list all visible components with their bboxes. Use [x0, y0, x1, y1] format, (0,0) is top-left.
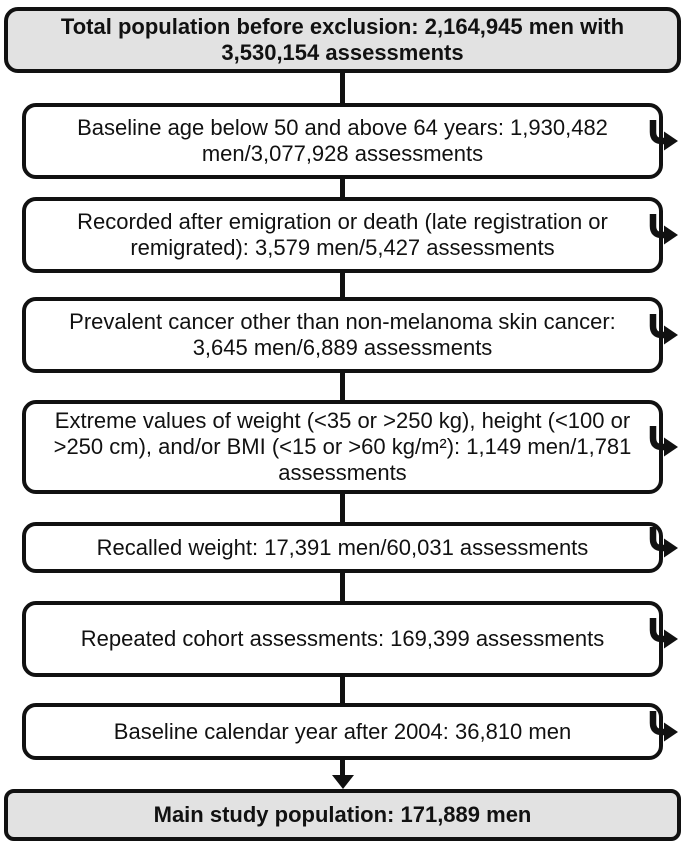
- exclusion-right-arrow-icon: [649, 526, 678, 557]
- exclusion-right-arrow-icon: [649, 314, 678, 345]
- exclusion-text: Recalled weight: 17,391 men/60,031 asses…: [96, 534, 589, 560]
- exclusion-text: Baseline calendar year after 2004: 36,81…: [113, 718, 572, 744]
- exclusion-right-arrow-icon: [649, 120, 678, 151]
- main-study-population-box: Main study population: 171,889 men: [4, 789, 681, 841]
- connector-line: [340, 273, 345, 297]
- exclusion-box-age: Baseline age below 50 and above 64 years…: [22, 103, 678, 179]
- exclusion-text: Recorded after emigration or death (late…: [77, 209, 608, 260]
- exclusion-box-calendar-year: Baseline calendar year after 2004: 36,81…: [22, 703, 678, 760]
- down-arrow-icon: [331, 760, 354, 789]
- exclusion-box-prevalent-cancer: Prevalent cancer other than non-melanoma…: [22, 297, 678, 373]
- connector-line: [340, 373, 345, 400]
- exclusion-right-arrow-icon: [649, 214, 678, 245]
- total-population-box: Total population before exclusion: 2,164…: [4, 7, 681, 73]
- main-study-population-text: Main study population: 171,889 men: [153, 802, 532, 827]
- exclusion-box-emigration-death: Recorded after emigration or death (late…: [22, 197, 678, 273]
- exclusion-box-recalled-weight: Recalled weight: 17,391 men/60,031 asses…: [22, 522, 678, 573]
- down-arrow-stem: [340, 760, 345, 775]
- exclusion-box-extreme-values: Extreme values of weight (<35 or >250 kg…: [22, 400, 678, 494]
- exclusion-right-arrow-icon: [649, 710, 678, 741]
- exclusion-text: Baseline age below 50 and above 64 years…: [77, 115, 608, 166]
- connector-line: [340, 573, 345, 601]
- exclusion-right-arrow-icon: [649, 426, 678, 457]
- connector-line: [340, 179, 345, 197]
- connector-line: [340, 494, 345, 522]
- connector-line: [340, 73, 345, 103]
- down-arrow-head: [331, 775, 354, 789]
- exclusion-box-repeated-assessments: Repeated cohort assessments: 169,399 ass…: [22, 601, 678, 677]
- exclusion-text: Extreme values of weight (<35 or >250 kg…: [53, 408, 632, 485]
- exclusion-text: Repeated cohort assessments: 169,399 ass…: [80, 626, 605, 651]
- total-population-text: Total population before exclusion: 2,164…: [60, 14, 625, 65]
- exclusion-right-arrow-icon: [649, 618, 678, 649]
- connector-line: [340, 677, 345, 703]
- exclusion-text: Prevalent cancer other than non-melanoma…: [69, 309, 616, 360]
